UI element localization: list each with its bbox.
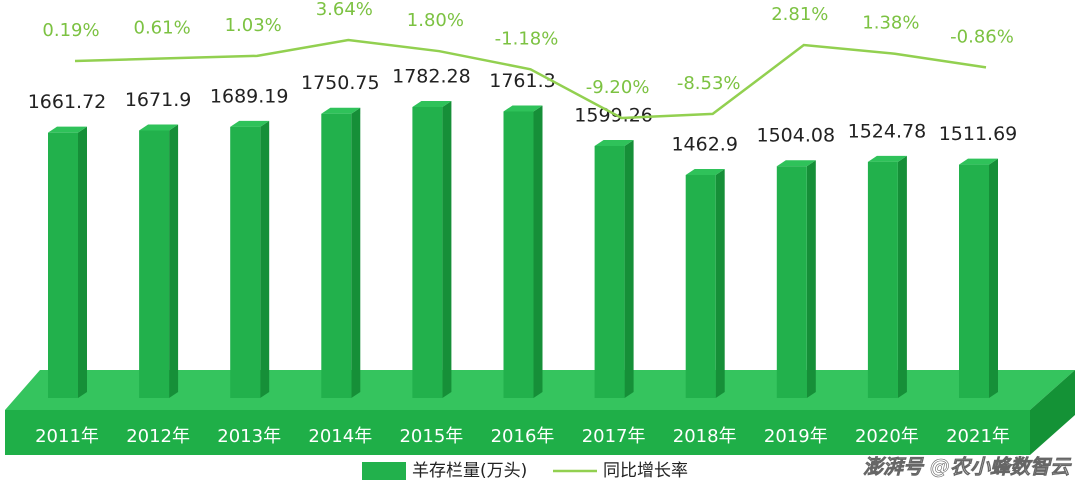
bar-front [503,111,534,398]
data-label: 1671.9 [125,89,191,111]
x-tick-label: 2011年 [35,426,99,447]
legend-label: 同比增长率 [603,461,688,481]
bar-front [776,166,807,398]
bar [776,160,816,398]
bar-top [776,160,816,167]
data-label: 1511.69 [939,123,1018,145]
bar [594,139,634,398]
bar-side [442,101,452,398]
line-label: -9.20% [586,77,650,98]
data-label: 1524.78 [848,120,927,142]
bar-front [959,164,989,398]
bar-side [351,107,361,398]
bar-side [989,158,998,398]
line-label: 3.64% [316,0,373,20]
bar-top [959,158,998,165]
bar-side [533,105,543,398]
bar [139,124,179,398]
bar-side [169,124,179,398]
bar [959,158,998,398]
bar-top [594,139,634,146]
platform-side [1030,370,1075,455]
x-tick-label: 2017年 [582,426,646,447]
bar-front [594,145,625,398]
bar-front [867,161,898,398]
line-label: -0.86% [950,26,1014,47]
line-label: 1.03% [225,15,282,36]
data-label: 1504.08 [757,125,836,147]
line-label: 0.19% [42,20,99,41]
bar-top [230,120,270,127]
bar-side [715,169,725,398]
data-label: 1661.72 [28,91,107,113]
bar-front [685,175,716,398]
bar-front [412,107,443,398]
x-tick-label: 2019年 [764,426,828,447]
bar-front [139,130,170,398]
legend-swatch [362,462,406,480]
platform-front [5,410,1030,455]
bar-top [139,124,179,131]
bar [503,105,543,398]
x-tick-label: 2014年 [308,426,372,447]
x-tick-label: 2013年 [217,426,281,447]
legend-label: 羊存栏量(万头) [412,461,527,481]
bar-side [806,160,816,398]
bar-front [321,113,352,398]
bar-top [412,101,452,107]
line-label: 0.61% [134,17,191,38]
bar-top [503,105,543,112]
bar-top [867,155,907,162]
bar [685,169,725,398]
bar [412,101,452,398]
data-label: 1599.26 [574,104,653,126]
data-label: 1761.3 [489,70,555,92]
line-label: 1.80% [407,10,464,31]
data-label: 1462.9 [671,134,737,156]
data-label: 1750.75 [301,72,380,94]
bar-front [48,132,78,398]
bar [48,126,87,398]
line-label: 2.81% [771,4,828,25]
bars: 1661.72 2011年 1671.9 2012年 1689.19 2013年 1750.… [28,66,1018,448]
bar [230,120,270,399]
line-label: -1.18% [495,28,559,49]
bar-side [624,139,634,398]
bar-side [897,155,907,398]
data-label: 1689.19 [210,85,289,107]
bar [867,155,907,398]
legend: 羊存栏量(万头) 同比增长率 [362,461,688,481]
line-label: 1.38% [862,13,919,34]
x-tick-label: 2018年 [673,426,737,447]
watermark: 澎湃号 @农小蜂数智云 [863,455,1072,479]
line-label: -8.53% [677,73,741,94]
x-tick-label: 2012年 [126,426,190,447]
bar-side [78,126,87,398]
bar-front [230,126,261,399]
bar-top [685,169,725,175]
bar-top [321,107,361,114]
x-tick-label: 2015年 [399,426,463,447]
x-tick-label: 2020年 [855,426,919,447]
line [74,38,987,120]
bar [321,107,361,398]
bar-top [48,126,87,133]
line-layer: 0.19% 0.61% 1.03% 3.64% 1.80% -1.18% -9.20% -8.… [42,0,1014,120]
bar-side [260,120,270,399]
x-tick-label: 2021年 [946,426,1010,447]
x-tick-label: 2016年 [491,426,555,447]
data-label: 1782.28 [392,66,471,88]
